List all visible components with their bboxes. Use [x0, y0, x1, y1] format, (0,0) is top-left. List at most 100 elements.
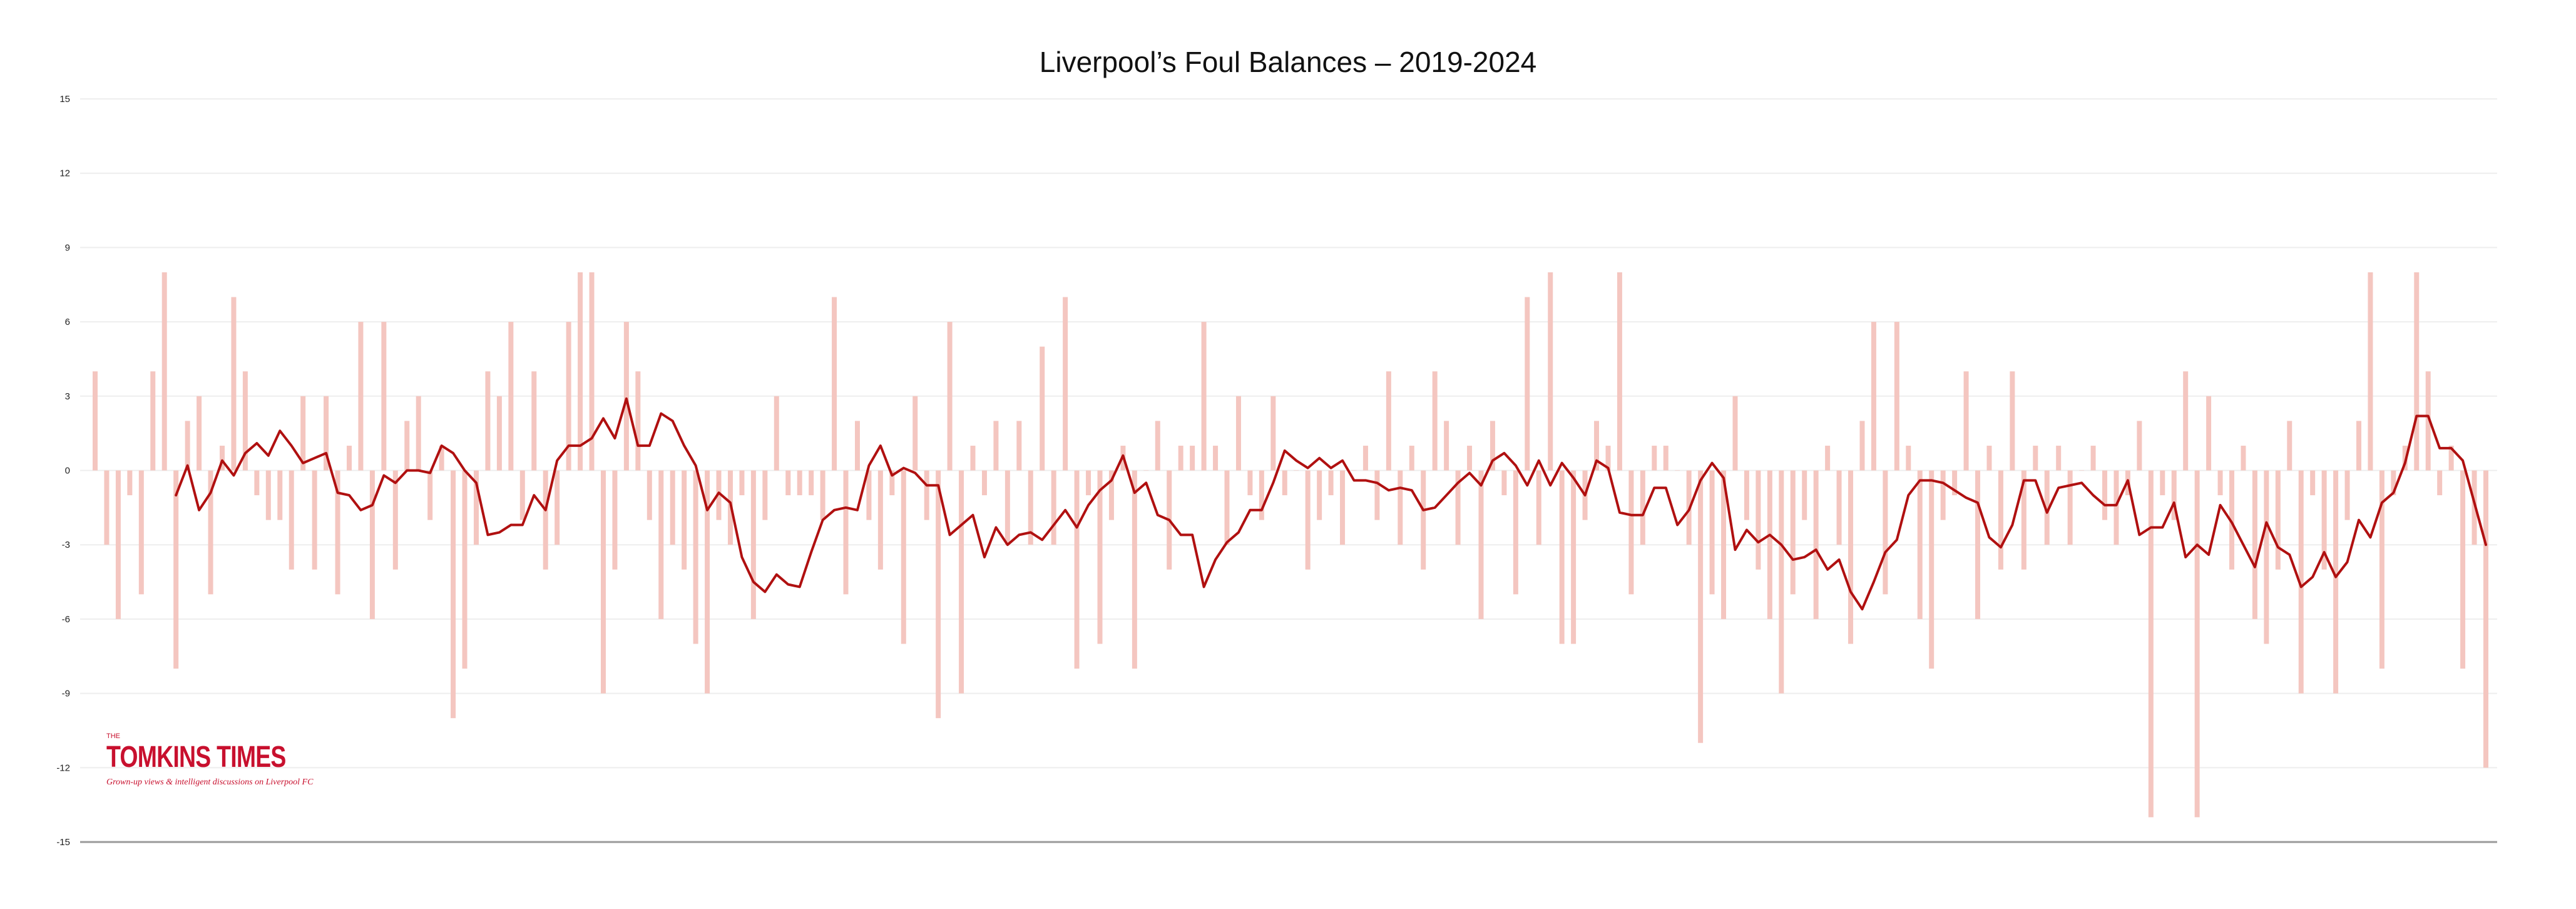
logo-tagline: Grown-up views & intelligent discussions… — [106, 778, 314, 787]
bar — [970, 445, 976, 471]
bar — [358, 322, 364, 471]
bar — [936, 470, 941, 719]
grid-lines — [80, 98, 2497, 769]
bar — [739, 470, 745, 496]
bar — [1178, 445, 1183, 471]
chart-title: Liverpool’s Foul Balances – 2019-2024 — [1039, 46, 1537, 78]
y-tick-label: -12 — [56, 763, 70, 773]
bar — [324, 396, 329, 471]
bar — [473, 470, 479, 545]
bar — [1663, 445, 1669, 471]
bar — [254, 470, 260, 496]
bar — [173, 470, 179, 669]
bar — [1270, 396, 1276, 471]
y-tick-label: 15 — [59, 94, 70, 105]
bar — [647, 470, 652, 520]
bar — [623, 322, 629, 471]
bar — [1247, 470, 1253, 496]
bar — [508, 322, 514, 471]
bar — [300, 396, 306, 471]
bar — [866, 470, 872, 520]
bar — [1698, 470, 1704, 743]
bar — [959, 470, 964, 694]
bar — [1259, 470, 1264, 520]
bar — [658, 470, 664, 619]
bar — [451, 470, 456, 719]
bar — [1836, 470, 1842, 545]
bar — [220, 445, 225, 471]
bar — [1362, 445, 1368, 471]
bar — [1097, 470, 1103, 644]
bar — [1709, 470, 1715, 595]
bar — [2171, 470, 2177, 520]
bar — [854, 421, 860, 471]
bar — [1975, 470, 1981, 619]
bar — [1235, 396, 1241, 471]
bar — [2113, 470, 2119, 545]
bar — [612, 470, 618, 570]
bar — [670, 470, 675, 545]
bar — [2344, 470, 2350, 520]
bar — [2414, 272, 2420, 471]
bar — [161, 272, 167, 471]
bar — [1767, 470, 1772, 619]
bar — [1559, 470, 1565, 644]
bar — [2448, 445, 2454, 471]
bar — [1640, 470, 1645, 545]
bar — [1732, 396, 1738, 471]
bar — [1594, 421, 1600, 471]
bar — [1813, 470, 1819, 619]
logo-wordmark: TOMKINS TIMES — [106, 741, 286, 774]
bar — [93, 371, 98, 471]
bar — [1883, 470, 1888, 595]
bar — [381, 322, 387, 471]
bar — [2137, 421, 2142, 471]
bar — [1016, 421, 1022, 471]
bar — [127, 470, 133, 496]
bar — [404, 421, 410, 471]
bar — [496, 396, 502, 471]
bar — [138, 470, 144, 595]
bar — [901, 470, 906, 644]
bar — [2379, 470, 2384, 669]
bar — [1213, 445, 1219, 471]
bar — [2206, 396, 2212, 471]
bar — [2044, 470, 2050, 545]
bar — [439, 445, 444, 471]
bar — [774, 396, 779, 471]
y-axis-ticks: 15 12 9 6 3 0 -3 -6 -9 -12 -15 — [56, 94, 70, 848]
bar — [1398, 470, 1403, 545]
bar — [1998, 470, 2003, 570]
bar — [531, 371, 537, 471]
bar — [312, 470, 317, 570]
bar — [1478, 470, 1484, 619]
bar — [485, 371, 491, 471]
y-tick-label: 12 — [59, 168, 70, 179]
bar — [1756, 470, 1761, 570]
bar — [265, 470, 271, 520]
bar — [1802, 470, 1807, 520]
bar — [1201, 322, 1207, 471]
bar — [1571, 470, 1577, 644]
y-tick-label: 6 — [65, 317, 70, 327]
bar — [231, 297, 237, 471]
bar — [1525, 297, 1530, 471]
bar — [589, 272, 595, 471]
bar — [820, 470, 825, 520]
bar — [1548, 272, 1553, 471]
series-line — [175, 397, 2487, 611]
bar — [2321, 470, 2327, 570]
logo-badge: THE — [106, 732, 120, 740]
bar — [1859, 421, 1865, 471]
bar — [1744, 470, 1749, 520]
bar — [242, 371, 248, 471]
bar — [427, 470, 433, 520]
y-tick-label: 3 — [65, 391, 70, 402]
bar — [785, 470, 791, 496]
bar — [277, 470, 283, 520]
bar-series — [93, 272, 2488, 818]
bar — [1986, 445, 1992, 471]
bar — [2217, 470, 2223, 496]
bar — [705, 470, 710, 694]
